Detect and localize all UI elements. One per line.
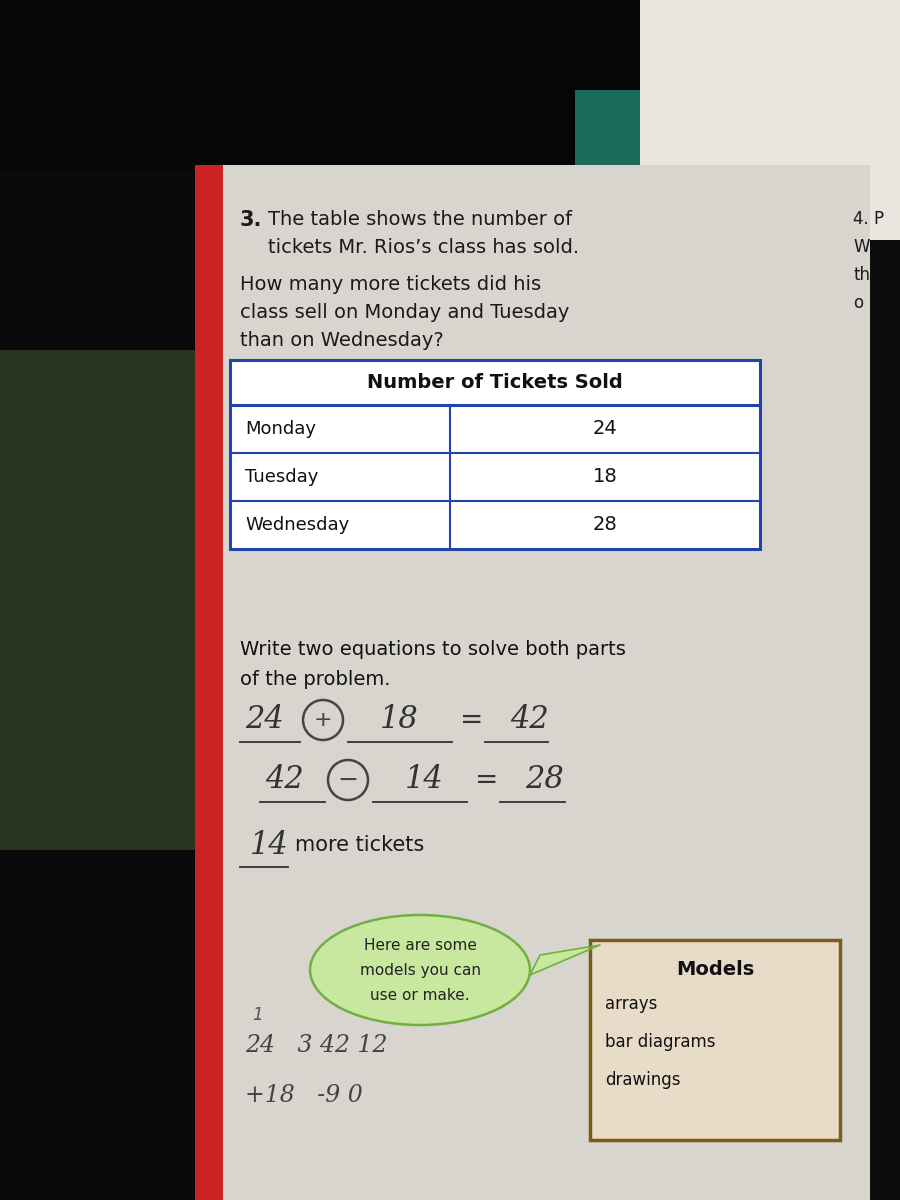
FancyBboxPatch shape bbox=[195, 164, 870, 1200]
Text: tickets Mr. Rios’s class has sold.: tickets Mr. Rios’s class has sold. bbox=[268, 238, 579, 257]
FancyBboxPatch shape bbox=[0, 0, 900, 170]
Text: class sell on Monday and Tuesday: class sell on Monday and Tuesday bbox=[240, 302, 570, 322]
FancyBboxPatch shape bbox=[195, 164, 223, 1200]
Text: 24: 24 bbox=[592, 420, 617, 438]
Text: arrays: arrays bbox=[605, 995, 657, 1013]
Text: W: W bbox=[853, 238, 869, 256]
Text: +18   -9 0: +18 -9 0 bbox=[245, 1084, 363, 1106]
Text: 28: 28 bbox=[592, 516, 617, 534]
Text: How many more tickets did his: How many more tickets did his bbox=[240, 275, 541, 294]
FancyBboxPatch shape bbox=[590, 940, 840, 1140]
Text: −: − bbox=[338, 768, 358, 792]
Text: bar diagrams: bar diagrams bbox=[605, 1033, 716, 1051]
Text: of the problem.: of the problem. bbox=[240, 670, 391, 689]
Text: 42: 42 bbox=[265, 764, 304, 796]
Text: Monday: Monday bbox=[245, 420, 316, 438]
FancyBboxPatch shape bbox=[640, 0, 900, 240]
FancyBboxPatch shape bbox=[575, 90, 695, 190]
Text: =: = bbox=[460, 706, 483, 734]
Text: =: = bbox=[475, 766, 499, 794]
Text: Tuesday: Tuesday bbox=[245, 468, 319, 486]
Text: Number of Tickets Sold: Number of Tickets Sold bbox=[367, 373, 623, 392]
Text: drawings: drawings bbox=[605, 1070, 680, 1090]
Text: The table shows the number of: The table shows the number of bbox=[268, 210, 572, 229]
FancyBboxPatch shape bbox=[0, 350, 195, 850]
Text: o: o bbox=[853, 294, 863, 312]
FancyBboxPatch shape bbox=[0, 0, 195, 1200]
Text: Models: Models bbox=[676, 960, 754, 979]
Text: Wednesday: Wednesday bbox=[245, 516, 349, 534]
Text: 4. P: 4. P bbox=[853, 210, 884, 228]
Text: 24   3 42 12: 24 3 42 12 bbox=[245, 1033, 388, 1056]
Text: 1: 1 bbox=[252, 1006, 263, 1024]
Text: use or make.: use or make. bbox=[370, 988, 470, 1002]
Polygon shape bbox=[530, 946, 600, 974]
Text: 28: 28 bbox=[525, 764, 563, 796]
Text: 18: 18 bbox=[592, 468, 617, 486]
Text: +: + bbox=[314, 710, 332, 730]
Text: models you can: models you can bbox=[359, 962, 481, 978]
FancyBboxPatch shape bbox=[230, 360, 760, 550]
Text: 14: 14 bbox=[405, 764, 444, 796]
Text: more tickets: more tickets bbox=[295, 835, 424, 854]
Text: 24: 24 bbox=[245, 704, 284, 736]
Text: 18: 18 bbox=[380, 704, 419, 736]
Text: Write two equations to solve both parts: Write two equations to solve both parts bbox=[240, 640, 626, 659]
Text: than on Wednesday?: than on Wednesday? bbox=[240, 331, 444, 350]
Text: 42: 42 bbox=[510, 704, 549, 736]
Ellipse shape bbox=[310, 914, 530, 1025]
Text: 14: 14 bbox=[250, 829, 289, 860]
Text: 3.: 3. bbox=[240, 210, 263, 230]
Text: Here are some: Here are some bbox=[364, 937, 476, 953]
Text: th: th bbox=[853, 266, 870, 284]
